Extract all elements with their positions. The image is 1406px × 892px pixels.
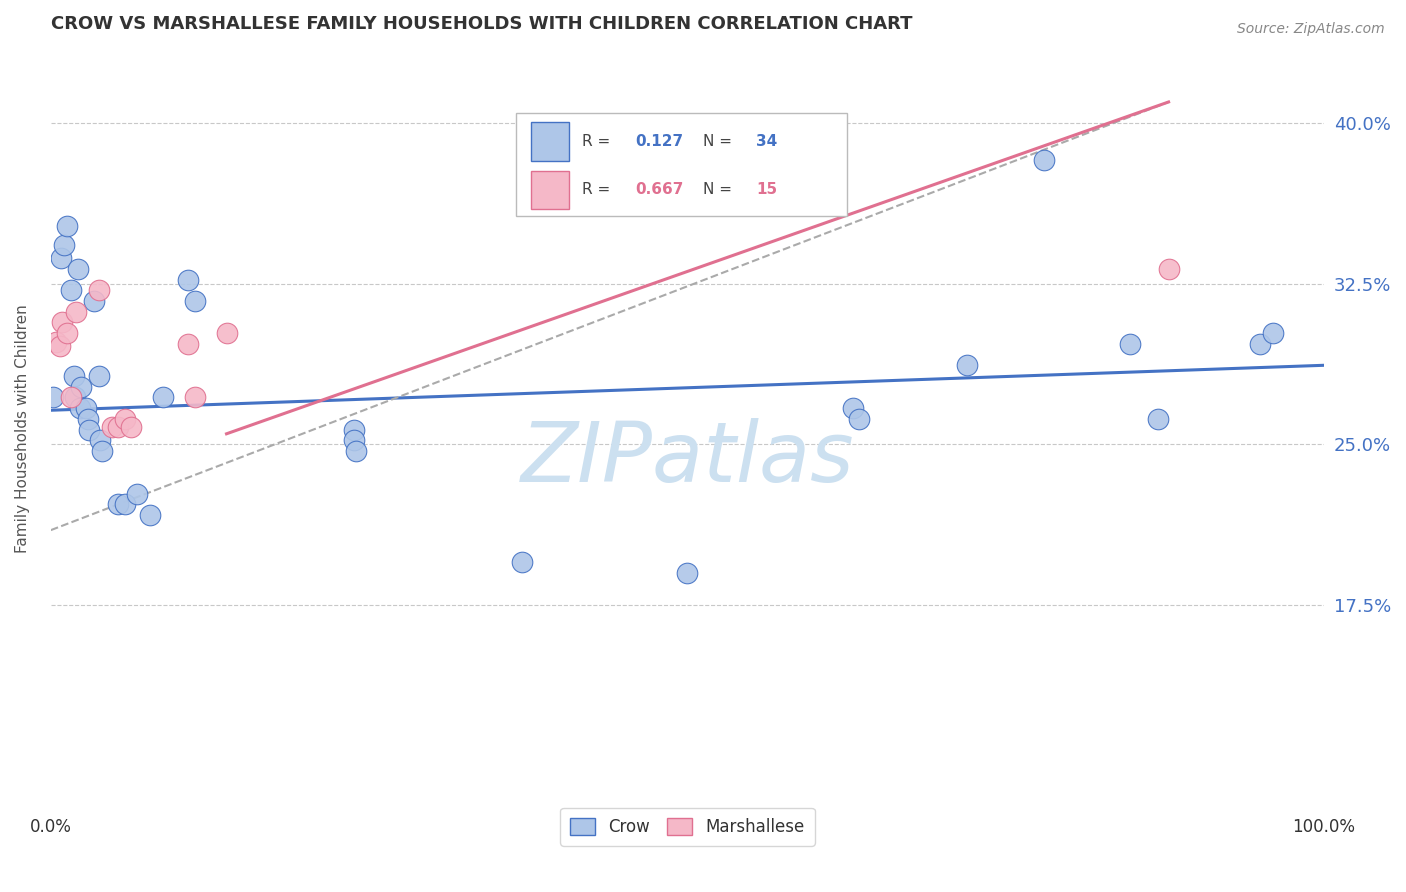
Point — [60, 284, 83, 298]
Point — [673, 153, 696, 167]
Point — [848, 412, 870, 426]
Point — [676, 566, 699, 580]
Point — [127, 487, 149, 501]
Point — [177, 273, 200, 287]
Point — [45, 334, 67, 349]
Point — [76, 401, 98, 416]
Point — [101, 420, 124, 434]
Point — [343, 423, 366, 437]
Text: 15: 15 — [756, 183, 778, 197]
Bar — [531, 170, 569, 210]
Bar — [531, 122, 569, 161]
Point — [56, 219, 79, 234]
Text: N =: N = — [703, 135, 737, 149]
Point — [76, 412, 98, 426]
Point — [52, 238, 75, 252]
Text: ZIPatlas: ZIPatlas — [520, 418, 855, 500]
Point — [62, 369, 84, 384]
Point — [183, 294, 205, 309]
Legend: Crow, Marshallese: Crow, Marshallese — [560, 807, 814, 846]
Text: 0.127: 0.127 — [636, 135, 683, 149]
Point — [510, 555, 533, 569]
Point — [90, 444, 112, 458]
Point — [1147, 412, 1170, 426]
Text: R =: R = — [582, 183, 614, 197]
Point — [1032, 153, 1054, 167]
Point — [152, 391, 174, 405]
Point — [89, 284, 111, 298]
Point — [107, 498, 129, 512]
Point — [344, 444, 367, 458]
Point — [177, 337, 200, 351]
Point — [69, 401, 91, 416]
Point — [956, 359, 979, 373]
Point — [56, 326, 79, 341]
Point — [114, 498, 136, 512]
Point — [60, 391, 83, 405]
Point — [215, 326, 238, 341]
FancyBboxPatch shape — [516, 113, 846, 216]
Point — [1157, 262, 1180, 277]
Point — [65, 305, 87, 319]
Point — [120, 420, 142, 434]
Point — [89, 434, 111, 448]
Point — [42, 391, 65, 405]
Point — [66, 262, 89, 277]
Text: 0.667: 0.667 — [636, 183, 683, 197]
Point — [89, 369, 111, 384]
Point — [114, 412, 136, 426]
Point — [139, 508, 162, 523]
Point — [63, 391, 86, 405]
Point — [1119, 337, 1142, 351]
Text: 34: 34 — [756, 135, 778, 149]
Point — [49, 252, 72, 266]
Text: N =: N = — [703, 183, 737, 197]
Text: Source: ZipAtlas.com: Source: ZipAtlas.com — [1237, 22, 1385, 37]
Point — [70, 380, 93, 394]
Point — [1249, 337, 1271, 351]
Point — [183, 391, 205, 405]
Point — [842, 401, 865, 416]
Point — [107, 420, 129, 434]
Text: R =: R = — [582, 135, 614, 149]
Point — [343, 434, 366, 448]
Point — [77, 423, 100, 437]
Text: CROW VS MARSHALLESE FAMILY HOUSEHOLDS WITH CHILDREN CORRELATION CHART: CROW VS MARSHALLESE FAMILY HOUSEHOLDS WI… — [51, 15, 912, 33]
Point — [48, 339, 70, 353]
Point — [1261, 326, 1284, 341]
Y-axis label: Family Households with Children: Family Households with Children — [15, 304, 30, 553]
Point — [51, 316, 73, 330]
Point — [83, 294, 105, 309]
